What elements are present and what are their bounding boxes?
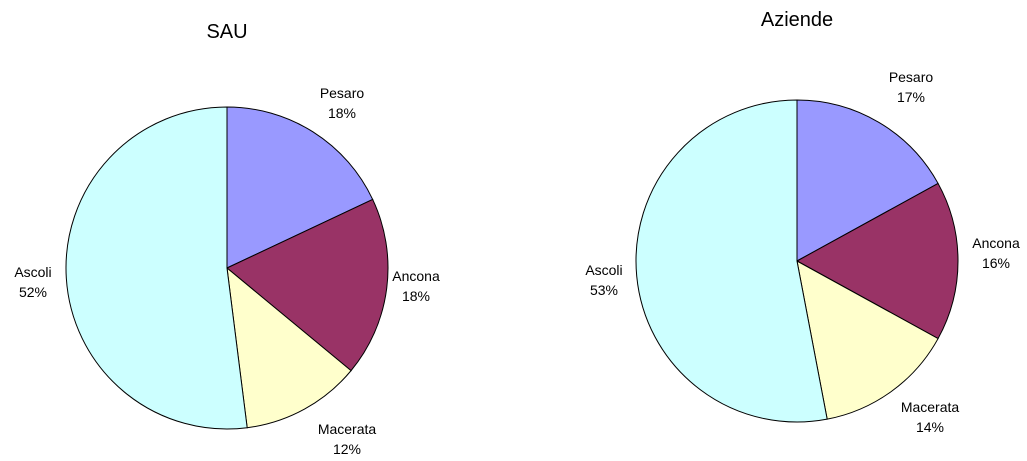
pie-chart-aziende-svg: Aziende Pesaro 17% Ancona 16% Macerata 14% Asc… — [585, 9, 1020, 435]
pie-slice-pesaro — [226, 106, 374, 269]
pie-slice-macerata — [226, 266, 352, 429]
slice-label-pesaro: Pesaro — [889, 69, 934, 85]
pie-chart-sau-svg: SAU Pesaro 18% Ancona 18% Macerata 12% Ascoli 5… — [14, 21, 440, 457]
slice-value-ancona: 16% — [982, 255, 1010, 271]
slice-label-macerata: Macerata — [318, 421, 377, 437]
slice-label-ancona: Ancona — [972, 235, 1020, 251]
slice-value-ancona: 18% — [402, 288, 430, 304]
chart-title: Aziende — [761, 9, 833, 31]
pie-slice-pesaro — [796, 99, 939, 262]
slice-label-ascoli: Ascoli — [585, 262, 622, 278]
pie-slice-ancona — [226, 198, 389, 372]
pie-chart-sau: SAU Pesaro 18% Ancona 18% Macerata 12% Ascoli 5… — [0, 0, 512, 457]
slice-value-ascoli: 53% — [590, 282, 618, 298]
slice-label-macerata: Macerata — [901, 399, 960, 415]
pie-slice-ancona — [795, 182, 959, 340]
slice-label-pesaro: Pesaro — [320, 85, 365, 101]
pie-slice-macerata — [796, 260, 939, 420]
slice-label-ancona: Ancona — [392, 268, 440, 284]
slice-value-macerata: 14% — [916, 419, 944, 435]
slice-label-ascoli: Ascoli — [14, 264, 51, 280]
slice-value-pesaro: 17% — [897, 89, 925, 105]
slice-value-macerata: 12% — [333, 441, 361, 456]
chart-title: SAU — [206, 21, 247, 43]
slice-value-ascoli: 52% — [19, 284, 47, 300]
pie-slice-ascoli — [635, 99, 828, 423]
pie-slice-ascoli — [65, 106, 248, 430]
pie-chart-aziende: Aziende Pesaro 17% Ancona 16% Macerata 14% Asc… — [512, 0, 1027, 456]
slice-value-pesaro: 18% — [328, 105, 356, 121]
